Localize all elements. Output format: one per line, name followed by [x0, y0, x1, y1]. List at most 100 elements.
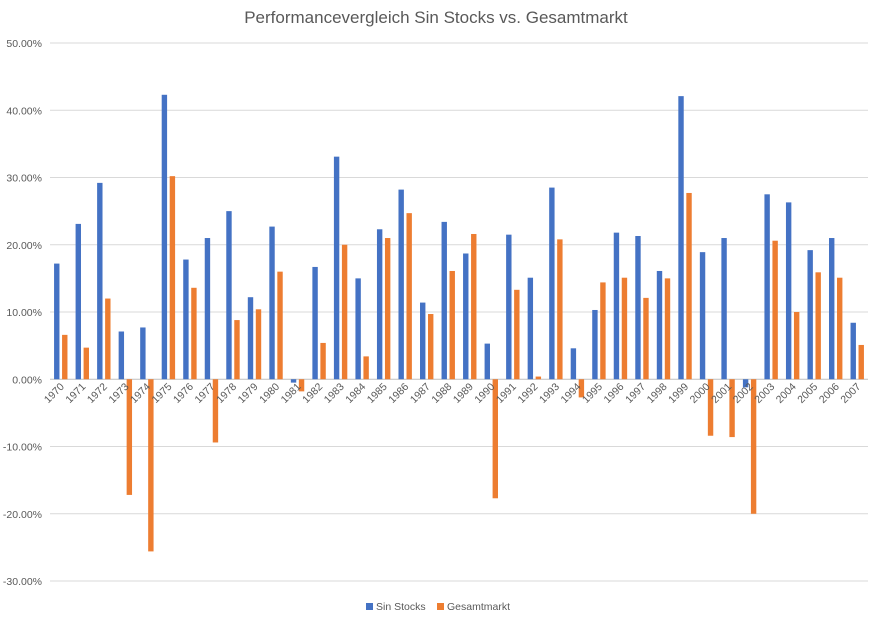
bar-gesamtmarkt-1970: [62, 334, 68, 380]
bar-sin-stocks-1972: [97, 182, 103, 380]
x-tick-label: 1996: [602, 381, 627, 406]
x-tick-label: 1986: [386, 381, 411, 406]
bar-sin-stocks-1985: [376, 229, 383, 380]
bar-sin-stocks-1987: [420, 302, 426, 380]
bar-sin-stocks-1996: [613, 232, 620, 380]
x-tick-label: 2006: [817, 381, 842, 406]
bar-sin-stocks-2002: [742, 379, 749, 388]
bar-gesamtmarkt-1997: [643, 297, 649, 380]
x-tick-label: 1997: [623, 381, 648, 406]
bar-sin-stocks-1989: [463, 253, 469, 380]
y-tick-label: 20.00%: [6, 240, 42, 252]
bar-sin-stocks-2005: [807, 250, 813, 380]
bar-sin-stocks-1981: [290, 379, 297, 383]
y-tick-label: 40.00%: [6, 105, 42, 117]
bar-sin-stocks-1970: [54, 263, 60, 380]
bar-sin-stocks-2007: [850, 322, 856, 380]
x-tick-label: 1980: [257, 381, 282, 406]
bar-gesamtmarkt-1979: [255, 309, 262, 380]
bar-sin-stocks-1976: [183, 259, 189, 380]
bar-gesamtmarkt-1971: [83, 347, 89, 380]
chart-title: Performancevergleich Sin Stocks vs. Gesa…: [244, 8, 628, 27]
bar-sin-stocks-1995: [592, 309, 598, 380]
x-tick-label: 1971: [63, 381, 88, 406]
bar-gesamtmarkt-2000: [707, 379, 714, 436]
y-tick-label: 30.00%: [6, 173, 42, 185]
bars: [54, 94, 864, 552]
legend-label-gesamtmarkt: Gesamtmarkt: [447, 601, 510, 613]
bar-sin-stocks-1983: [333, 156, 340, 380]
bar-gesamtmarkt-2001: [729, 379, 735, 438]
bar-gesamtmarkt-1986: [406, 213, 412, 380]
bar-gesamtmarkt-1973: [126, 379, 133, 495]
bar-gesamtmarkt-1987: [428, 314, 434, 380]
y-axis-ticks: 50.00% 40.00% 30.00% 20.00% 10.00% 0.00% -10.0…: [3, 38, 42, 588]
bar-gesamtmarkt-1975: [169, 176, 176, 380]
bar-gesamtmarkt-1995: [600, 282, 606, 380]
bar-sin-stocks-1984: [355, 278, 361, 380]
bar-sin-stocks-1991: [506, 234, 512, 380]
bar-gesamtmarkt-1974: [148, 379, 154, 552]
x-tick-label: 1999: [666, 381, 691, 406]
y-tick-label: 50.00%: [6, 38, 42, 50]
legend-label-sin-stocks: Sin Stocks: [376, 601, 426, 613]
bar-gesamtmarkt-1990: [492, 379, 498, 499]
y-tick-label: -10.00%: [3, 442, 42, 454]
bar-sin-stocks-1971: [75, 223, 81, 380]
bar-sin-stocks-1980: [269, 226, 275, 380]
x-tick-label: 1993: [537, 381, 562, 406]
bar-sin-stocks-1973: [118, 331, 125, 380]
bar-sin-stocks-1992: [527, 277, 534, 380]
y-tick-label: -30.00%: [3, 576, 42, 588]
bar-gesamtmarkt-1984: [363, 356, 369, 380]
y-tick-label: -20.00%: [3, 509, 42, 521]
bar-sin-stocks-1988: [441, 221, 447, 380]
bar-gesamtmarkt-1980: [277, 271, 283, 380]
bar-gesamtmarkt-2002: [750, 379, 757, 514]
bar-gesamtmarkt-1993: [557, 239, 563, 380]
x-tick-label: 2005: [795, 381, 820, 406]
bar-sin-stocks-2006: [829, 238, 835, 380]
bar-gesamtmarkt-1991: [514, 289, 520, 380]
legend-swatch-gesamtmarkt: [437, 603, 444, 610]
x-tick-label: 1984: [343, 381, 368, 406]
bar-sin-stocks-1990: [484, 343, 490, 380]
bar-gesamtmarkt-2003: [772, 240, 778, 380]
bar-gesamtmarkt-1998: [664, 278, 671, 380]
bar-gesamtmarkt-1981: [298, 379, 305, 392]
bar-gesamtmarkt-2006: [837, 277, 843, 380]
legend: Sin Stocks Gesamtmarkt: [366, 601, 510, 613]
y-tick-label: 0.00%: [12, 374, 42, 386]
x-tick-label: 1985: [365, 381, 390, 406]
bar-sin-stocks-2001: [721, 238, 727, 380]
bar-sin-stocks-1978: [226, 211, 232, 380]
bar-gesamtmarkt-1989: [471, 233, 477, 380]
x-tick-label: 1988: [429, 381, 454, 406]
x-tick-label: 1972: [85, 381, 110, 406]
bar-gesamtmarkt-2004: [793, 312, 800, 380]
bar-gesamtmarkt-1976: [191, 287, 197, 380]
x-tick-label: 1983: [322, 381, 347, 406]
bar-sin-stocks-2004: [785, 202, 792, 380]
x-tick-label: 1998: [645, 381, 670, 406]
x-tick-label: 2007: [838, 381, 863, 406]
bar-sin-stocks-1999: [678, 96, 684, 380]
bar-sin-stocks-1979: [247, 297, 254, 380]
x-axis-ticks: 1970197119721973197419751976197719781979…: [42, 381, 864, 406]
bar-gesamtmarkt-1972: [105, 298, 111, 380]
bar-gesamtmarkt-1988: [449, 270, 455, 380]
bar-sin-stocks-1994: [570, 348, 577, 380]
y-tick-label: 10.00%: [6, 307, 42, 319]
x-tick-label: 1979: [236, 381, 261, 406]
bar-sin-stocks-1975: [161, 94, 168, 380]
bar-sin-stocks-2000: [699, 252, 706, 380]
bar-gesamtmarkt-1983: [341, 244, 348, 380]
bar-gesamtmarkt-1999: [686, 192, 692, 380]
bar-gesamtmarkt-2007: [858, 344, 864, 380]
x-tick-label: 2004: [774, 381, 799, 406]
x-tick-label: 1987: [408, 381, 433, 406]
bar-sin-stocks-1997: [635, 236, 641, 380]
bar-sin-stocks-1977: [204, 238, 211, 380]
bar-sin-stocks-1993: [549, 187, 555, 380]
